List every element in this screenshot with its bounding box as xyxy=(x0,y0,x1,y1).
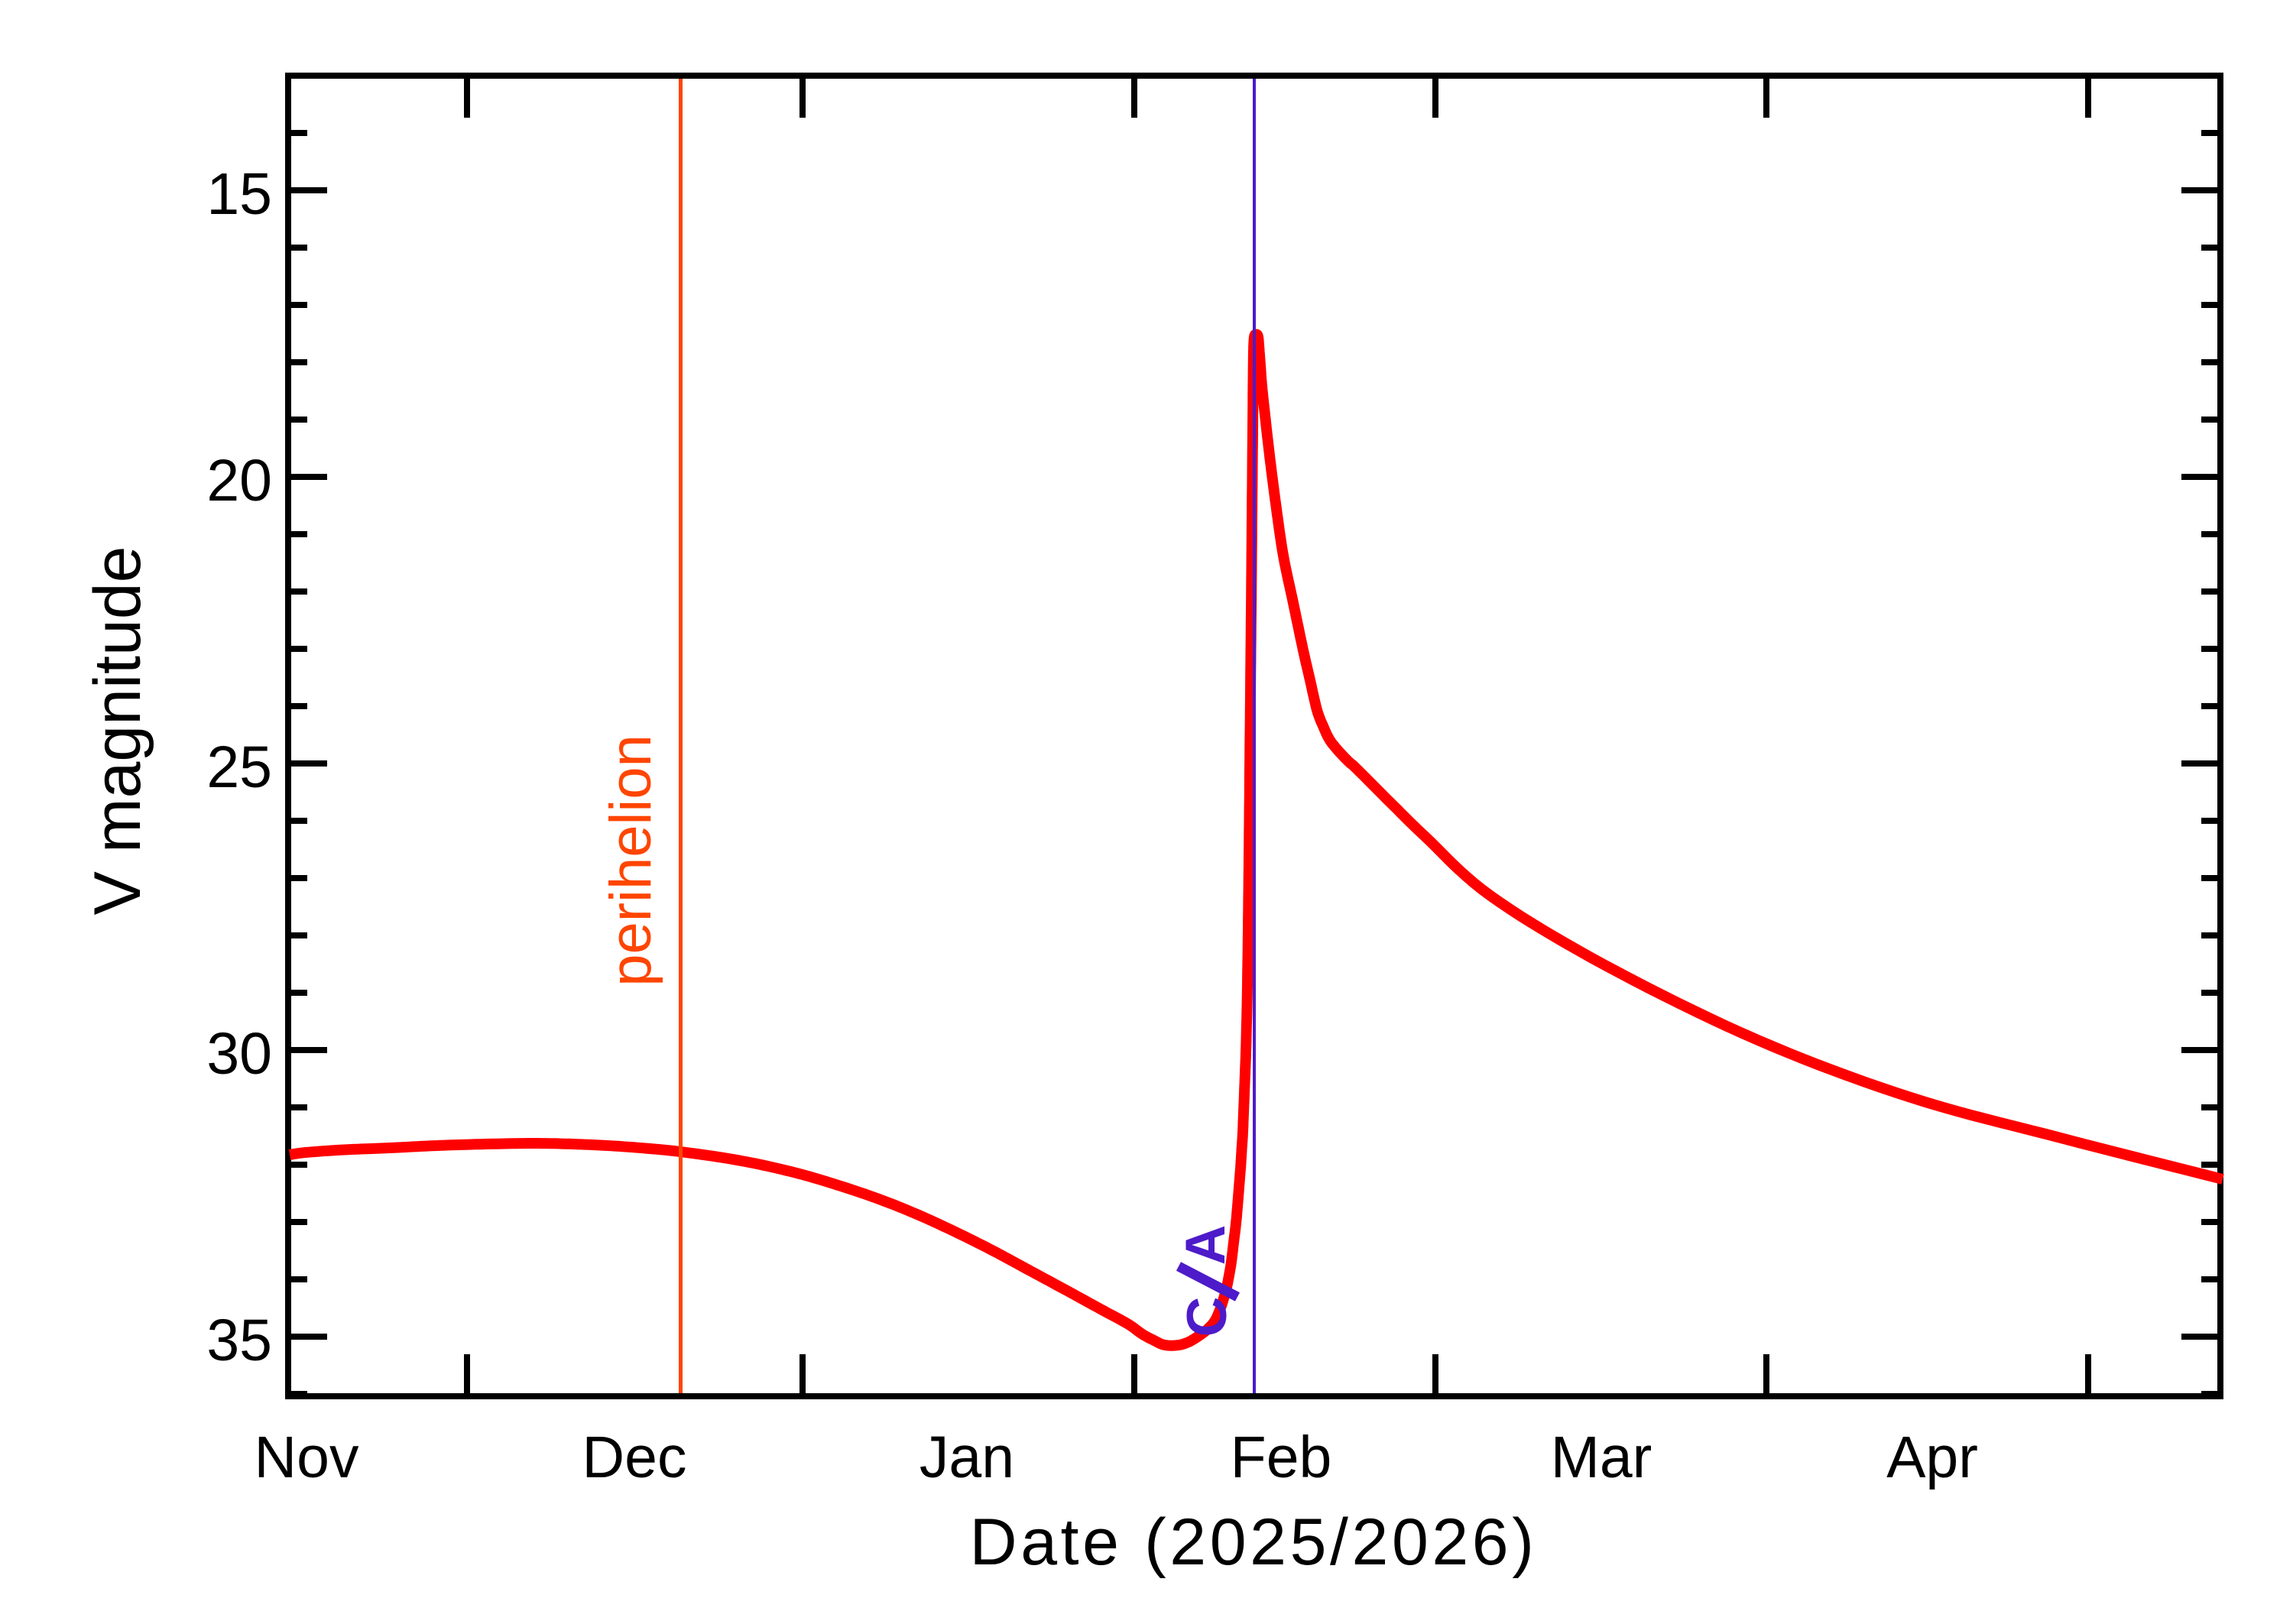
svg-text:35: 35 xyxy=(206,1308,272,1373)
svg-text:30: 30 xyxy=(206,1021,272,1087)
svg-text:20: 20 xyxy=(206,448,272,514)
svg-text:25: 25 xyxy=(206,734,272,800)
svg-text:Apr: Apr xyxy=(1886,1425,1978,1490)
svg-text:Date (2025/2026): Date (2025/2026) xyxy=(970,1506,1538,1579)
svg-text:C: C xyxy=(1176,1297,1238,1337)
svg-text:15: 15 xyxy=(206,161,272,227)
svg-text:Mar: Mar xyxy=(1551,1425,1652,1490)
svg-text:Feb: Feb xyxy=(1231,1425,1332,1490)
svg-text:perihelion: perihelion xyxy=(598,734,663,987)
svg-text:V magnitude: V magnitude xyxy=(81,546,154,916)
svg-text:Jan: Jan xyxy=(919,1425,1014,1490)
svg-text:Dec: Dec xyxy=(582,1425,687,1490)
svg-text:A: A xyxy=(1175,1225,1237,1266)
svg-text:Nov: Nov xyxy=(255,1425,359,1490)
